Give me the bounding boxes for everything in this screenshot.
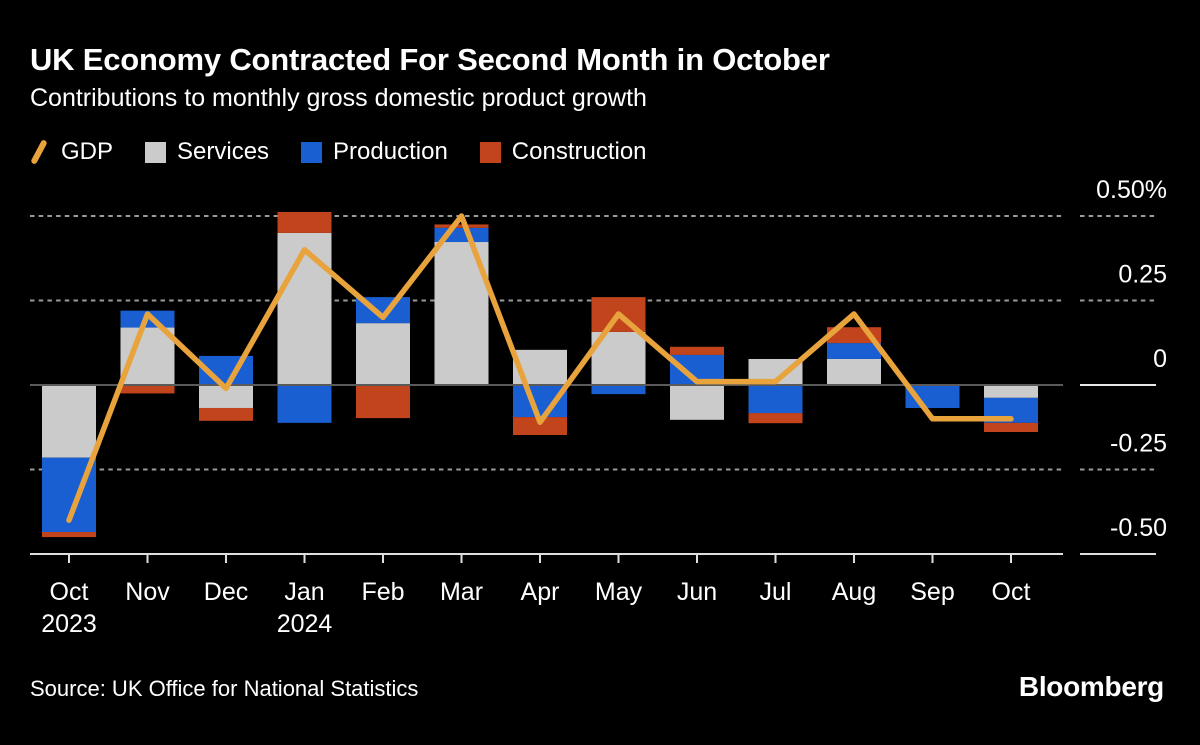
- x-axis-label: Jan: [284, 578, 324, 606]
- bar-segment-construction: [591, 297, 646, 332]
- x-axis-label: Sep: [910, 578, 954, 606]
- bar-segment-production: [356, 297, 410, 324]
- construction-swatch-icon: [479, 141, 501, 163]
- bar-segment-production: [42, 457, 96, 533]
- bar-segment-services: [513, 349, 567, 385]
- bar-segment-production: [434, 227, 489, 243]
- bar-segment-construction: [42, 532, 96, 538]
- bar-segment-production: [591, 385, 646, 395]
- bar-segment-construction: [513, 417, 567, 436]
- page-title: UK Economy Contracted For Second Month i…: [30, 42, 830, 77]
- bar-segment-production: [277, 385, 332, 423]
- bar-segment-services: [356, 323, 410, 385]
- bar-segment-construction: [199, 407, 253, 421]
- bar-segment-construction: [120, 385, 175, 394]
- bar-segment-services: [277, 232, 332, 385]
- x-axis-label: Feb: [361, 578, 404, 606]
- bar-segment-production: [827, 343, 881, 359]
- bar-segment-production: [748, 385, 803, 414]
- bar-segment-services: [591, 331, 646, 385]
- x-axis-year-label: 2024: [277, 610, 333, 638]
- bar-segment-construction: [984, 422, 1038, 432]
- gdp-line: [66, 213, 1014, 523]
- bar-segment-production: [513, 385, 567, 418]
- legend-item-production: Production: [301, 138, 448, 166]
- y-axis-label: -0.50: [1110, 514, 1167, 542]
- bar-segment-services: [748, 358, 803, 385]
- bloomberg-logo: Bloomberg: [1018, 671, 1164, 702]
- x-axis-label: Oct: [50, 578, 89, 606]
- legend-label: Construction: [511, 138, 647, 165]
- x-axis-label: Jul: [760, 578, 792, 606]
- bar-segment-services: [984, 385, 1038, 398]
- x-axis-label: Mar: [440, 578, 483, 606]
- y-axis-label: 0.25: [1118, 261, 1167, 289]
- legend-item-construction: Construction: [479, 138, 647, 166]
- bar-segment-construction: [277, 211, 332, 233]
- x-axis-label: Nov: [125, 578, 170, 606]
- chart-legend: GDP Services Production Construction: [28, 138, 679, 166]
- bar-segment-services: [827, 358, 881, 385]
- legend-item-services: Services: [145, 138, 269, 166]
- x-axis-label: Jun: [677, 578, 717, 606]
- bar-segment-construction: [827, 327, 881, 344]
- bar-segment-services: [434, 242, 489, 385]
- legend-label: Production: [333, 138, 448, 165]
- bar-segment-construction: [356, 385, 410, 419]
- legend-label: GDP: [61, 138, 114, 165]
- bar-segment-services: [120, 327, 175, 385]
- bar-segment-construction: [748, 413, 803, 424]
- bar-segment-production: [120, 310, 175, 328]
- source-note: Source: UK Office for National Statistic…: [30, 676, 419, 701]
- x-axis-label: Aug: [832, 578, 876, 606]
- bar-segment-production: [905, 385, 960, 408]
- bar-segment-production: [199, 355, 253, 385]
- legend-item-gdp: GDP: [28, 138, 113, 166]
- x-axis-label: Dec: [204, 578, 248, 606]
- y-axis-label: 0: [1153, 345, 1167, 373]
- chart-subtitle: Contributions to monthly gross domestic …: [30, 84, 647, 112]
- bar-segment-construction: [434, 224, 489, 228]
- services-swatch-icon: [145, 141, 167, 163]
- bar-segment-production: [984, 397, 1038, 423]
- x-axis-label: Apr: [521, 578, 560, 606]
- gdp-line-swatch-icon: [28, 139, 50, 165]
- x-axis-year-label: 2023: [41, 610, 97, 638]
- bar-segment-services: [199, 385, 253, 408]
- bar-segment-construction: [670, 346, 724, 355]
- bar-segment-production: [670, 354, 724, 385]
- x-axis-label: Oct: [992, 578, 1031, 606]
- production-swatch-icon: [301, 141, 323, 163]
- bar-segment-services: [42, 385, 96, 458]
- y-axis-label: 0.50%: [1096, 176, 1167, 204]
- bar-segment-services: [670, 385, 724, 420]
- x-axis-label: May: [595, 578, 643, 606]
- legend-label: Services: [177, 138, 270, 165]
- y-axis-label: -0.25: [1110, 430, 1167, 458]
